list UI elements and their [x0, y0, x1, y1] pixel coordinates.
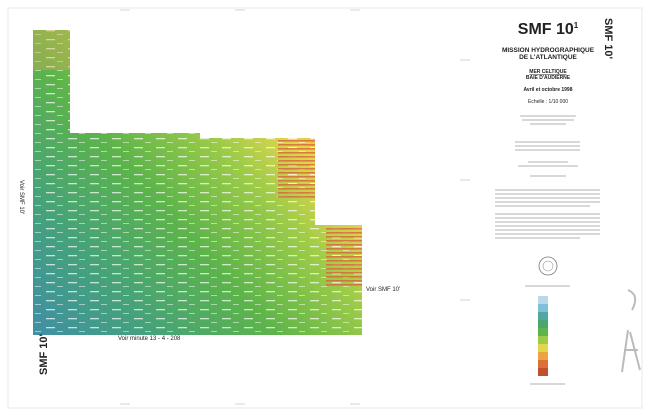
mission: DE L'ATLANTIQUE [519, 54, 577, 61]
survey-date: Avril et octobre 1998 [523, 87, 572, 93]
sheet-title: SMF 101 [518, 21, 579, 38]
scale: Echelle : 1/10 000 [528, 99, 568, 105]
title-main: SMF 10 [518, 21, 574, 38]
mission: MISSION HYDROGRAPHIQUE [502, 47, 595, 54]
survey-hatching [278, 140, 315, 200]
area: BAIE D'AUDIERNE [526, 75, 571, 81]
sheet-frame [7, 7, 643, 409]
margin-label: SMF 10' [38, 333, 50, 375]
fine-print [495, 115, 600, 385]
survey-hatching [326, 228, 362, 288]
area: MER CELTIQUE [529, 69, 567, 75]
emblem [542, 260, 554, 272]
emblem [538, 256, 558, 276]
neighbor-label: Voir SMF 10' [366, 287, 400, 293]
neighbor-label: Voir SMF 10' [18, 180, 24, 214]
survey-hatching [33, 30, 70, 70]
neighbor-label: Voir minute 13 - 4 - 208 [118, 336, 181, 342]
sounding-lines [33, 30, 362, 335]
margin-label: SMF 10' [602, 18, 614, 60]
graticule-ticks [120, 9, 470, 405]
title-sup: 1 [574, 21, 579, 30]
depth-legend [538, 296, 548, 376]
handwritten-mark [621, 289, 641, 373]
